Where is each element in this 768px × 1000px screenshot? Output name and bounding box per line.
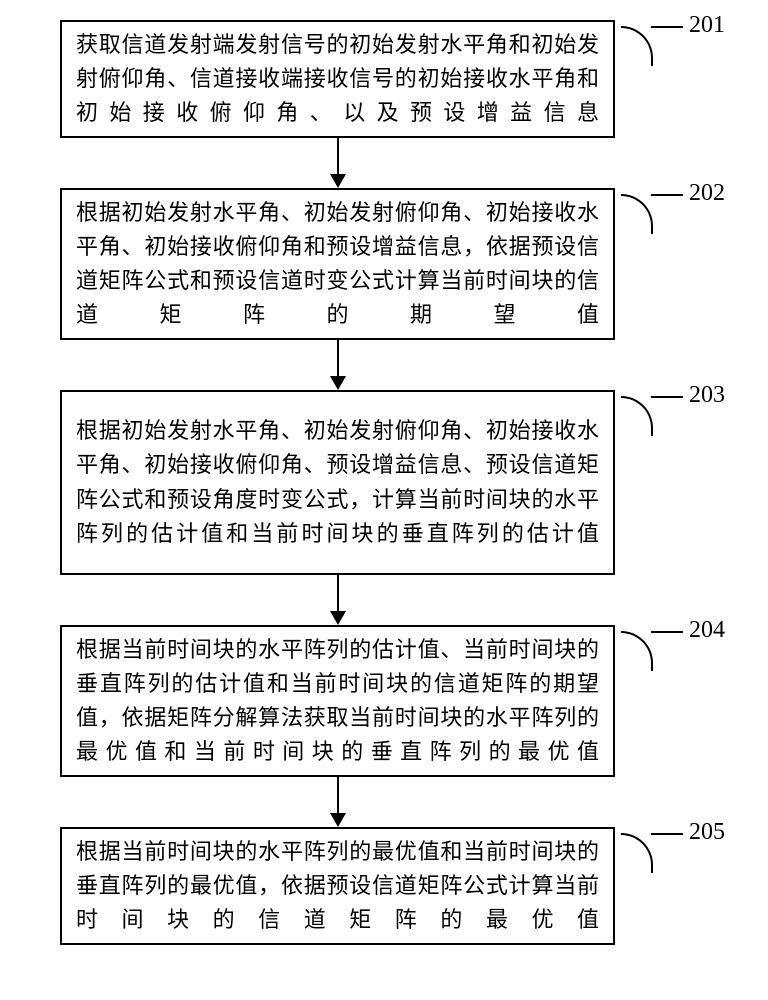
flow-step-text: 获取信道发射端发射信号的初始发射水平角和初始发射俯仰角、信道接收端接收信号的初始… — [76, 28, 599, 130]
step-number: 205 — [689, 819, 725, 846]
flow-arrow — [337, 777, 339, 813]
flow-arrow-head — [330, 813, 346, 827]
flow-step: 根据初始发射水平角、初始发射俯仰角、初始接收水平角、初始接收俯仰角和预设增益信息… — [60, 188, 615, 340]
flow-step: 根据当前时间块的水平阵列的最优值和当前时间块的垂直阵列的最优值，依据预设信道矩阵… — [60, 827, 615, 945]
flow-arrow-head — [330, 174, 346, 188]
flow-step-text: 根据当前时间块的水平阵列的最优值和当前时间块的垂直阵列的最优值，依据预设信道矩阵… — [76, 835, 599, 937]
flow-arrow — [337, 575, 339, 611]
step-number: 201 — [689, 12, 725, 39]
step-number: 203 — [689, 382, 725, 409]
flow-arrow-head — [330, 376, 346, 390]
flow-step: 根据当前时间块的水平阵列的估计值、当前时间块的垂直阵列的估计值和当前时间块的信道… — [60, 625, 615, 777]
step-number: 204 — [689, 617, 725, 644]
flow-step: 根据初始发射水平角、初始发射俯仰角、初始接收水平角、初始接收俯仰角、预设增益信息… — [60, 390, 615, 575]
flow-step-text: 根据初始发射水平角、初始发射俯仰角、初始接收水平角、初始接收俯仰角、预设增益信息… — [76, 414, 599, 550]
flow-step: 获取信道发射端发射信号的初始发射水平角和初始发射俯仰角、信道接收端接收信号的初始… — [60, 20, 615, 138]
flow-step-text: 根据初始发射水平角、初始发射俯仰角、初始接收水平角、初始接收俯仰角和预设增益信息… — [76, 196, 599, 332]
flow-arrow — [337, 138, 339, 174]
flow-step-text: 根据当前时间块的水平阵列的估计值、当前时间块的垂直阵列的估计值和当前时间块的信道… — [76, 633, 599, 769]
step-number: 202 — [689, 180, 725, 207]
flow-arrow-head — [330, 611, 346, 625]
flow-arrow — [337, 340, 339, 376]
